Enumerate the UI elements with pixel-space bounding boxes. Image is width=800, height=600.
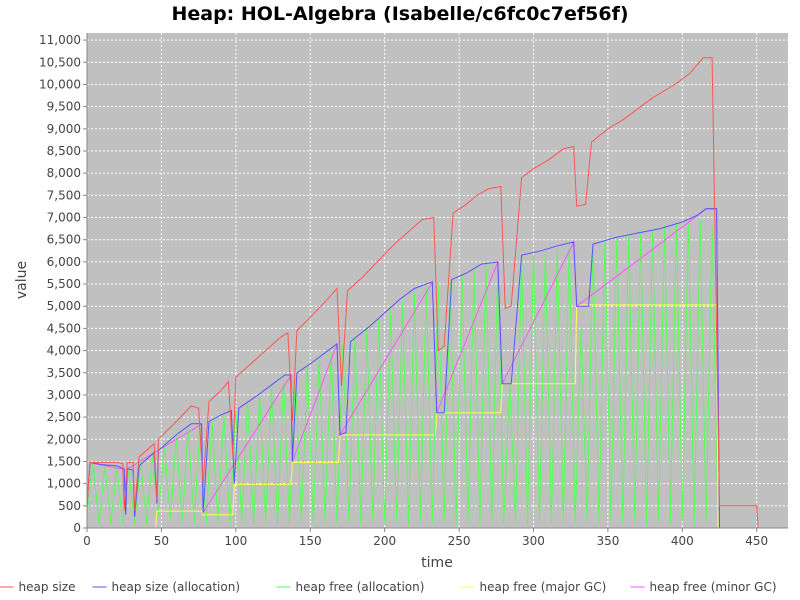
y-tick-label: 9,500 [47,100,81,114]
x-tick-label: 150 [299,534,322,548]
y-tick-label: 1,500 [47,454,81,468]
y-tick-label: 8,500 [47,144,81,158]
series-line [86,57,759,529]
x-axis-label: time [421,555,453,571]
y-tick-label: 3,500 [47,366,81,380]
y-tick-label: 8,000 [47,166,81,180]
y-tick-label: 10,000 [39,77,81,91]
y-tick-label: 0 [73,521,81,535]
y-tick-label: 7,000 [47,211,81,225]
legend-label: heap size (allocation) [112,580,241,594]
x-tick-label: 200 [373,534,396,548]
y-tick-label: 4,500 [47,321,81,335]
legend: heap size heap size (allocation) heap free… [0,580,777,594]
x-tick-label: 350 [596,534,619,548]
y-tick-label: 2,500 [47,410,81,424]
y-tick-label: 2,000 [47,432,81,446]
x-tick-label: 300 [522,534,545,548]
y-tick-label: 7,500 [47,188,81,202]
axes: 05001,0001,5002,0002,5003,0003,5004,0004… [39,33,788,548]
y-tick-label: 11,000 [39,33,81,47]
x-tick-label: 450 [745,534,768,548]
y-tick-label: 4,000 [47,344,81,358]
y-tick-label: 1,000 [47,477,81,491]
y-axis-label: value [14,261,30,299]
legend-label: heap free (minor GC) [650,580,777,594]
y-tick-label: 9,000 [47,122,81,136]
y-tick-label: 3,000 [47,388,81,402]
plot-area [87,33,788,528]
series-line [87,304,757,529]
legend-label: heap free (major GC) [480,580,607,594]
chart-title: Heap: HOL-Algebra (Isabelle/c6fc0c7ef56f… [171,3,628,25]
series-line [86,219,719,529]
legend-label: heap size [19,580,76,594]
y-tick-label: 5,000 [47,299,81,313]
x-tick-label: 0 [83,534,91,548]
x-tick-label: 400 [671,534,694,548]
y-tick-label: 10,500 [39,55,81,69]
y-tick-label: 5,500 [47,277,81,291]
x-tick-label: 50 [154,534,169,548]
x-tick-label: 100 [224,534,247,548]
y-tick-label: 6,000 [47,255,81,269]
legend-label: heap free (allocation) [296,580,425,594]
lines [86,57,759,529]
y-tick-label: 6,500 [47,233,81,247]
y-tick-label: 500 [58,499,81,513]
x-tick-label: 250 [448,534,471,548]
